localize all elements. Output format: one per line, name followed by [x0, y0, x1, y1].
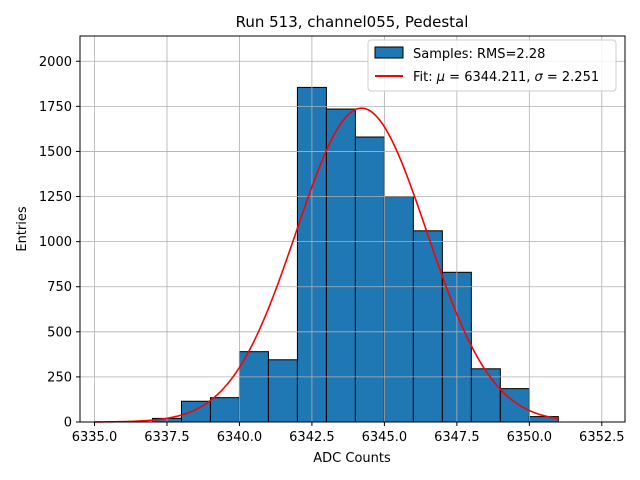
histogram-bar: [325, 108, 356, 423]
x-tick-label: 6337.5: [144, 430, 190, 445]
axes-frame: [79, 35, 626, 423]
y-tick-label: 1250: [39, 190, 72, 205]
legend-fit-mu-symbol: μ: [436, 70, 445, 85]
x-tick-label: 6347.5: [434, 430, 480, 445]
y-tick-label: 250: [47, 370, 72, 385]
histogram-bar: [209, 397, 240, 423]
legend-fit-mid: = 6344.211,: [445, 70, 534, 85]
histogram-bar: [238, 351, 269, 423]
y-tick-label: 2000: [39, 55, 72, 70]
x-tick-label: 6350.0: [507, 430, 553, 445]
x-tick-label: 6335.0: [72, 430, 118, 445]
histogram-bar: [470, 368, 501, 423]
x-tick-label: 6340.0: [217, 430, 263, 445]
y-tick-label: 1750: [39, 100, 72, 115]
chart-title: Run 513, channel055, Pedestal: [236, 13, 469, 31]
legend-histogram-swatch: [374, 46, 404, 59]
legend-fit-label: Fit: μ = 6344.211, σ = 2.251: [413, 70, 599, 85]
legend-fit-prefix: Fit:: [413, 70, 437, 85]
y-tick-label: 500: [47, 325, 72, 340]
legend-histogram-label: Samples: RMS=2.28: [413, 47, 545, 62]
y-tick-label: 750: [47, 280, 72, 295]
legend-fit-sigma-symbol: σ: [535, 70, 544, 85]
legend-fit-suffix: = 2.251: [543, 70, 599, 85]
x-tick-label: 6352.5: [579, 430, 625, 445]
fit-curve: [94, 107, 559, 423]
x-tick-label: 6345.0: [362, 430, 408, 445]
legend: Samples: RMS=2.28 Fit: μ = 6344.211, σ =…: [367, 39, 617, 92]
x-tick-label: 6342.5: [289, 430, 335, 445]
y-tick-label: 0: [64, 416, 72, 431]
histogram-bar: [383, 196, 414, 423]
y-tick-label: 1500: [39, 145, 72, 160]
histogram-bar: [354, 136, 385, 423]
y-tick-label: 1000: [39, 235, 72, 250]
y-axis-title: Entries: [15, 206, 30, 252]
x-axis-title: ADC Counts: [313, 451, 391, 466]
plot-area: 6335.0 6337.5 6340.0 6342.5 6345.0 6347.5 6350…: [39, 35, 626, 445]
legend-box: [367, 39, 617, 92]
histogram-bar: [412, 230, 443, 423]
histogram-bar: [267, 359, 298, 423]
